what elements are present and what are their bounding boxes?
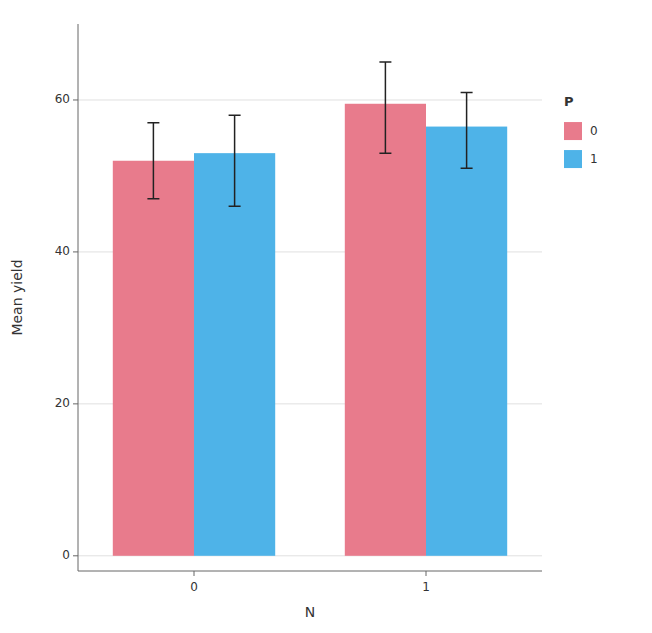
legend: P 0 1 (564, 94, 598, 168)
chart-svg: 0 20 40 60 0 1 N Mean yield P 0 1 (0, 0, 652, 633)
x-axis-line (78, 571, 542, 572)
error-bar (379, 62, 391, 153)
bar (426, 127, 507, 556)
x-tick-label: 0 (190, 580, 198, 594)
grid-line (78, 99, 542, 100)
error-bar (147, 123, 159, 199)
legend-label: 0 (590, 124, 598, 138)
y-tick-label: 0 (62, 548, 70, 562)
y-axis-line (78, 24, 79, 571)
y-axis-label: Mean yield (9, 259, 25, 335)
y-tick (73, 99, 78, 100)
legend-label: 1 (590, 152, 598, 166)
x-tick-label: 1 (422, 580, 430, 594)
bar (113, 161, 194, 556)
y-tick (73, 555, 78, 556)
y-tick (73, 403, 78, 404)
error-bar (229, 115, 241, 206)
bar (345, 104, 426, 556)
y-tick-label: 40 (55, 244, 70, 258)
series (194, 92, 507, 555)
x-tick (194, 571, 195, 576)
chart-container: 0 20 40 60 0 1 N Mean yield P 0 1 (0, 0, 652, 633)
bar (194, 153, 275, 556)
legend-title: P (564, 94, 574, 109)
axes: 0 20 40 60 0 1 (55, 24, 542, 594)
error-bar (461, 92, 473, 168)
y-tick (73, 251, 78, 252)
y-tick-label: 60 (55, 92, 70, 106)
x-axis-label: N (305, 604, 315, 620)
legend-swatch (564, 122, 582, 140)
series (113, 62, 426, 556)
marks (113, 62, 507, 556)
y-tick-label: 20 (55, 396, 70, 410)
legend-swatch (564, 150, 582, 168)
x-tick (426, 571, 427, 576)
